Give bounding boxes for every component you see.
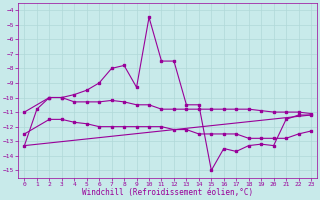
X-axis label: Windchill (Refroidissement éolien,°C): Windchill (Refroidissement éolien,°C) (82, 188, 253, 197)
